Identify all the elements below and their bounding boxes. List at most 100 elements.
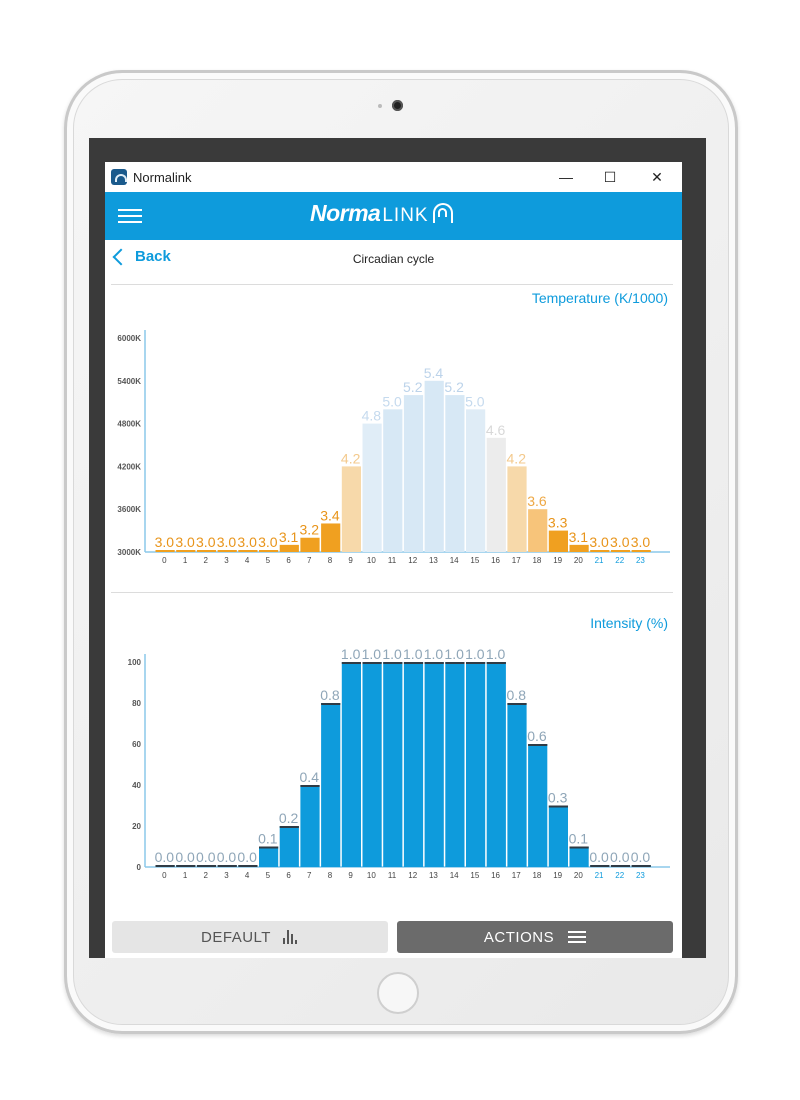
app-window: Normalink — ☐ ✕ Norma LINK Back Circadian… <box>105 162 682 958</box>
x-tick-label: 2 <box>204 556 209 565</box>
bar <box>569 846 589 867</box>
bar <box>631 550 651 552</box>
bar-top-line <box>279 826 299 828</box>
x-tick-label: 0 <box>162 871 167 880</box>
bar-top-line <box>259 846 279 849</box>
normalink-logo: Norma LINK <box>310 200 453 227</box>
x-tick-label: 4 <box>245 871 250 880</box>
x-tick-label: 1 <box>183 556 188 565</box>
back-label: Back <box>135 248 171 265</box>
bar-value-label: 1.0 <box>486 646 506 662</box>
bar-value-label: 0.3 <box>548 790 568 806</box>
x-tick-label: 18 <box>532 871 541 880</box>
bar <box>528 744 548 867</box>
bar <box>507 703 527 867</box>
x-tick-label: 14 <box>450 871 459 880</box>
bar <box>424 662 444 867</box>
bar-top-line <box>155 865 175 867</box>
x-tick-label: 21 <box>595 556 604 565</box>
close-icon[interactable]: ✕ <box>651 169 663 185</box>
bar-top-line <box>383 662 403 664</box>
bar-value-label: 0.0 <box>155 849 175 865</box>
camera-icon <box>392 100 403 111</box>
hamburger-icon[interactable] <box>118 209 142 223</box>
bar-value-label: 3.0 <box>155 534 175 550</box>
x-tick-label: 8 <box>328 871 333 880</box>
bar-value-label: 3.0 <box>258 534 278 550</box>
x-tick-label: 7 <box>307 556 312 565</box>
bar <box>486 437 506 552</box>
bar <box>341 466 361 552</box>
bar <box>300 537 320 552</box>
bar <box>341 662 361 867</box>
bar-value-label: 0.1 <box>258 831 278 847</box>
menu-lines-icon <box>568 928 587 946</box>
temperature-chart-title: Temperature (K/1000) <box>531 290 668 306</box>
bar-top-line <box>424 662 444 664</box>
x-tick-label: 19 <box>553 871 562 880</box>
bar <box>466 662 486 867</box>
bar <box>569 544 589 552</box>
x-tick-label: 6 <box>286 556 291 565</box>
x-tick-label: 1 <box>183 871 188 880</box>
bar-value-label: 0.0 <box>175 849 195 865</box>
divider <box>111 284 673 285</box>
bar <box>507 466 527 552</box>
bar-chart-icon <box>282 930 299 944</box>
bar <box>259 846 279 867</box>
y-tick-label: 100 <box>128 658 142 667</box>
bar <box>383 409 403 552</box>
x-tick-label: 11 <box>388 556 397 565</box>
divider <box>111 592 673 593</box>
bar-top-line <box>238 865 258 867</box>
bar-value-label: 0.0 <box>237 849 257 865</box>
bar-value-label: 0.8 <box>507 687 527 703</box>
bar-value-label: 0.4 <box>300 769 320 785</box>
x-tick-label: 5 <box>266 556 271 565</box>
x-tick-label: 22 <box>615 556 624 565</box>
bar <box>548 805 568 867</box>
x-tick-label: 22 <box>615 871 624 880</box>
bar-value-label: 0.8 <box>320 687 340 703</box>
bar-value-label: 1.0 <box>362 646 382 662</box>
bar-value-label: 3.0 <box>589 534 609 550</box>
minimize-icon[interactable]: — <box>559 169 573 185</box>
bar <box>548 530 568 552</box>
x-tick-label: 10 <box>367 556 376 565</box>
bar <box>362 662 382 867</box>
x-tick-label: 13 <box>429 871 438 880</box>
intensity-chart: 100 80 60 40 20 0 0.0 0 0.0 1 0.0 2 0.0 3 0.0 4 0.1 5 0.2 6… <box>128 646 670 880</box>
bar <box>383 662 403 867</box>
y-tick-label: 20 <box>132 822 141 831</box>
bar-top-line <box>466 662 486 664</box>
bar <box>610 550 631 552</box>
actions-button[interactable]: ACTIONS <box>397 921 673 953</box>
x-tick-label: 14 <box>450 556 459 565</box>
y-tick-label: 6000K <box>117 334 141 343</box>
y-tick-label: 4200K <box>117 462 141 471</box>
back-button[interactable]: Back <box>111 248 171 265</box>
maximize-icon[interactable]: ☐ <box>603 169 617 185</box>
bar-top-line <box>507 703 527 705</box>
y-tick-label: 4800K <box>117 420 141 429</box>
x-tick-label: 7 <box>307 871 312 880</box>
home-button[interactable] <box>377 972 419 1014</box>
x-tick-label: 4 <box>245 556 250 565</box>
bar-value-label: 4.8 <box>362 408 382 424</box>
y-tick-label: 80 <box>132 699 141 708</box>
x-tick-label: 19 <box>553 556 562 565</box>
logo-norma-text: Norma <box>310 200 381 226</box>
bar-value-label: 3.0 <box>217 534 237 550</box>
actions-label: ACTIONS <box>483 928 555 946</box>
default-button[interactable]: DEFAULT <box>112 921 388 953</box>
app-header: Norma LINK <box>105 192 682 240</box>
bar-top-line <box>341 662 361 664</box>
bar-value-label: 3.0 <box>610 534 630 550</box>
bar <box>466 409 486 552</box>
app-icon <box>111 169 127 185</box>
bar-top-line <box>403 662 424 664</box>
bar-value-label: 0.0 <box>217 849 237 865</box>
x-tick-label: 8 <box>328 556 333 565</box>
bar-value-label: 0.0 <box>610 849 630 865</box>
bar <box>321 523 341 552</box>
